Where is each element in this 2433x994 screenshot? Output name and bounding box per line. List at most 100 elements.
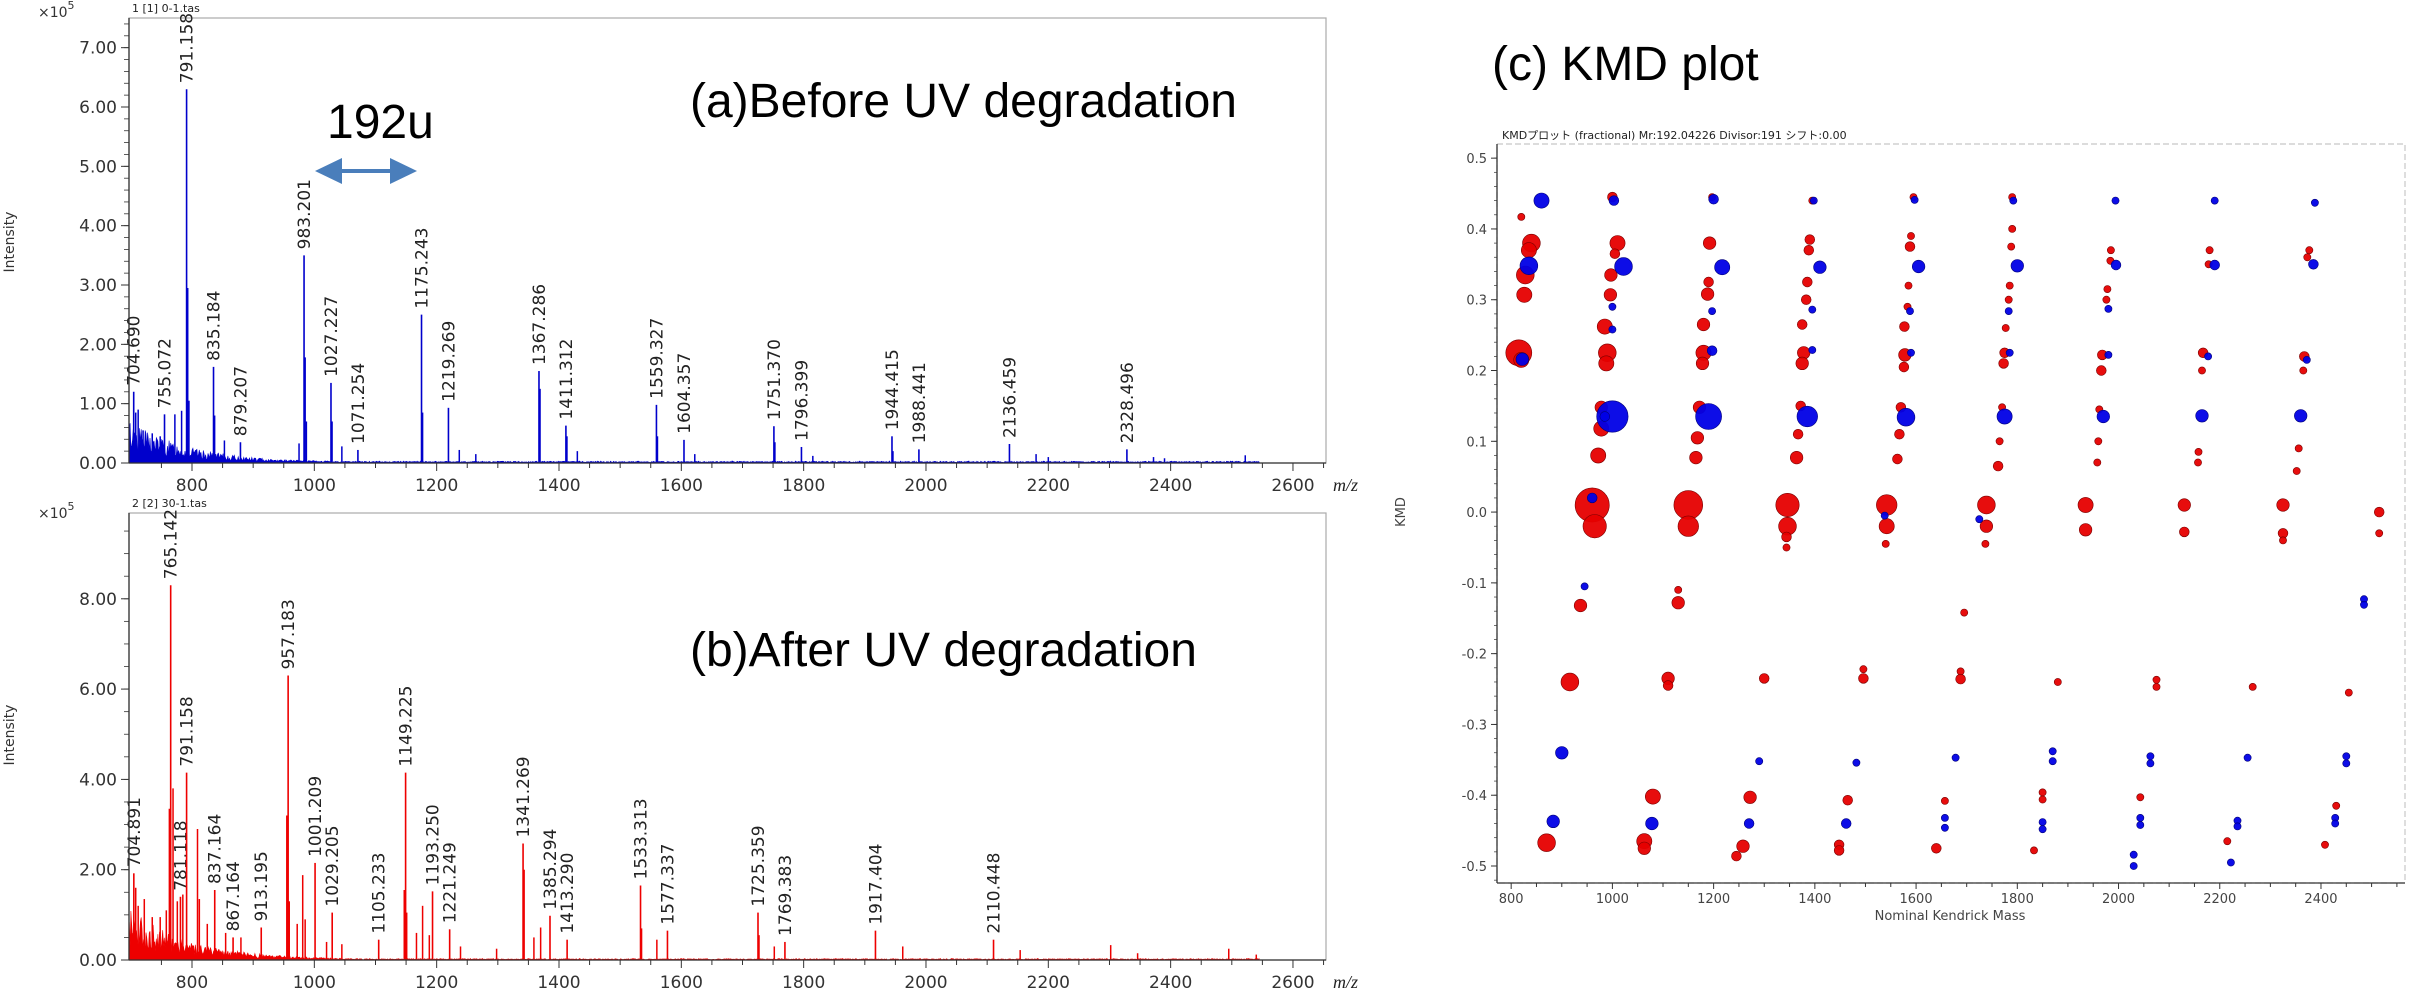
- y-multiplier-base: ×10: [38, 5, 68, 21]
- peak-label: 704.891: [125, 797, 145, 867]
- x-tick-label: 1800: [782, 973, 825, 993]
- kmd-point-after-uv: [2077, 497, 2094, 513]
- peak-label: 791.158: [178, 13, 198, 83]
- kmd-point-after-uv: [1781, 531, 1792, 543]
- kmd-point-after-uv: [1800, 294, 1812, 305]
- kmd-frame: [1496, 143, 2406, 884]
- spectrum-b-peaks: 704.891 765.142 781.118 791.158 837.164867.1…: [125, 509, 1260, 961]
- y-multiplier-exponent: 5: [68, 500, 75, 513]
- kmd-point-after-uv: [1782, 543, 1791, 552]
- x-tick-label: 1600: [660, 476, 703, 496]
- peak-label: 1001.209: [306, 776, 326, 857]
- kmd-point-after-uv: [2248, 683, 2257, 691]
- x-tick-label: 2600: [1271, 973, 1314, 993]
- kmd-point-after-uv: [1537, 833, 1556, 852]
- peak-label: 791.158: [178, 696, 198, 766]
- x-tick-label: 2600: [1271, 476, 1314, 496]
- spectrum-b-y-multiplier: ×105: [38, 500, 75, 522]
- double-arrow-icon: [315, 158, 417, 184]
- kmd-point-after-uv: [2152, 675, 2161, 684]
- y-tick-label: 0.00: [79, 951, 117, 971]
- x-tick-label: 1800: [782, 476, 825, 496]
- kmd-point-before-uv: [2204, 352, 2212, 361]
- kmd-point-before-uv: [1852, 758, 1861, 767]
- kmd-point-after-uv: [1955, 673, 1966, 685]
- kmd-x-tick-label: 1600: [1900, 892, 1933, 907]
- x-tick-label: 1600: [660, 973, 703, 993]
- kmd-x-tick-label: 1200: [1697, 892, 1730, 907]
- kmd-point-after-uv: [1876, 494, 1898, 516]
- mass-difference-annotation: 192u: [327, 96, 434, 149]
- spectrum-a-file-label: 1 [1] 0-1.tas: [132, 2, 200, 15]
- kmd-point-before-uv: [2146, 752, 2155, 761]
- peak-label: 879.207: [231, 366, 251, 436]
- kmd-point-after-uv: [1598, 355, 1615, 372]
- peak-label: 1917.404: [866, 844, 886, 925]
- spectrum-b-xlabel: m/z: [1333, 972, 1358, 992]
- kmd-point-before-uv: [1809, 196, 1818, 205]
- y-tick-label: 1.00: [79, 395, 117, 415]
- kmd-x-tick-label: 1000: [1596, 892, 1629, 907]
- kmd-point-before-uv: [1533, 192, 1550, 209]
- peak-label: 1751.370: [765, 339, 785, 420]
- kmd-point-after-uv: [2008, 224, 2017, 233]
- kmd-point-after-uv: [2053, 678, 2062, 686]
- kmd-point-before-uv: [1608, 195, 1620, 206]
- kmd-ylabel: KMD: [1394, 497, 1409, 527]
- kmd-x-tick-label: 1400: [1798, 892, 1831, 907]
- kmd-point-before-uv: [1808, 305, 1817, 314]
- kmd-point-after-uv: [2152, 683, 2161, 691]
- kmd-point-before-uv: [1813, 260, 1827, 274]
- kmd-point-before-uv: [1996, 408, 2013, 425]
- x-tick-label: 1200: [415, 973, 458, 993]
- kmd-point-before-uv: [2294, 409, 2308, 423]
- kmd-point-after-uv: [2001, 324, 2010, 332]
- kmd-point-after-uv: [2038, 788, 2047, 797]
- spectrum-b-panel: 2 [2] 30-1.tas ×105 Intensity 704.891 765…: [2, 497, 1358, 993]
- peak-label: 1533.313: [632, 798, 652, 879]
- y-tick-label: 6.00: [79, 98, 117, 118]
- kmd-point-after-uv: [1690, 431, 1704, 445]
- kmd-y-tick-label: 0.5: [1466, 152, 1487, 167]
- kmd-point-before-uv: [2243, 753, 2252, 762]
- kmd-point-before-uv: [1706, 345, 1718, 356]
- kmd-point-before-uv: [2146, 759, 2155, 768]
- x-tick-label: 1400: [537, 973, 580, 993]
- kmd-point-before-uv: [2209, 259, 2220, 271]
- peak-label: 1796.399: [792, 360, 812, 441]
- peak-label: 1604.357: [675, 353, 695, 434]
- kmd-point-after-uv: [1702, 236, 1717, 250]
- kmd-point-before-uv: [1546, 814, 1560, 829]
- kmd-point-after-uv: [1609, 248, 1621, 259]
- kmd-point-before-uv: [1880, 511, 1889, 520]
- kmd-y-tick-label: -0.1: [1462, 577, 1487, 592]
- kmd-point-after-uv: [1977, 495, 1996, 515]
- kmd-point-after-uv: [2004, 295, 2013, 304]
- kmd-point-after-uv: [1695, 356, 1710, 371]
- peak-label: 1029.205: [323, 825, 343, 906]
- peak-label: 1577.337: [658, 844, 678, 925]
- peak-label: 1988.441: [910, 362, 930, 443]
- kmd-point-after-uv: [2321, 840, 2329, 849]
- kmd-point-before-uv: [2010, 259, 2024, 273]
- kmd-point-after-uv: [1803, 245, 1815, 256]
- kmd-point-before-uv: [1910, 195, 1919, 204]
- y-tick-label: 0.00: [79, 454, 117, 474]
- y-tick-label: 2.00: [79, 335, 117, 355]
- kmd-point-before-uv: [1840, 818, 1852, 829]
- spectrum-a-y-multiplier: ×105: [38, 0, 75, 21]
- peak-label: 1219.269: [439, 321, 459, 402]
- kmd-point-before-uv: [1555, 746, 1569, 760]
- kmd-point-after-uv: [2332, 801, 2341, 810]
- peak-label: 1725.359: [749, 825, 769, 906]
- kmd-x-tick-label: 2400: [2304, 892, 2337, 907]
- kmd-y-tick-label: 0.0: [1466, 506, 1487, 521]
- kmd-point-before-uv: [1907, 348, 1915, 357]
- kmd-point-after-uv: [2038, 795, 2047, 804]
- y-tick-label: 7.00: [79, 39, 117, 59]
- kmd-point-before-uv: [1580, 582, 1589, 591]
- kmd-point-after-uv: [1582, 514, 1607, 539]
- kmd-y-tick-label: 0.2: [1466, 365, 1487, 380]
- kmd-point-after-uv: [1907, 232, 1915, 240]
